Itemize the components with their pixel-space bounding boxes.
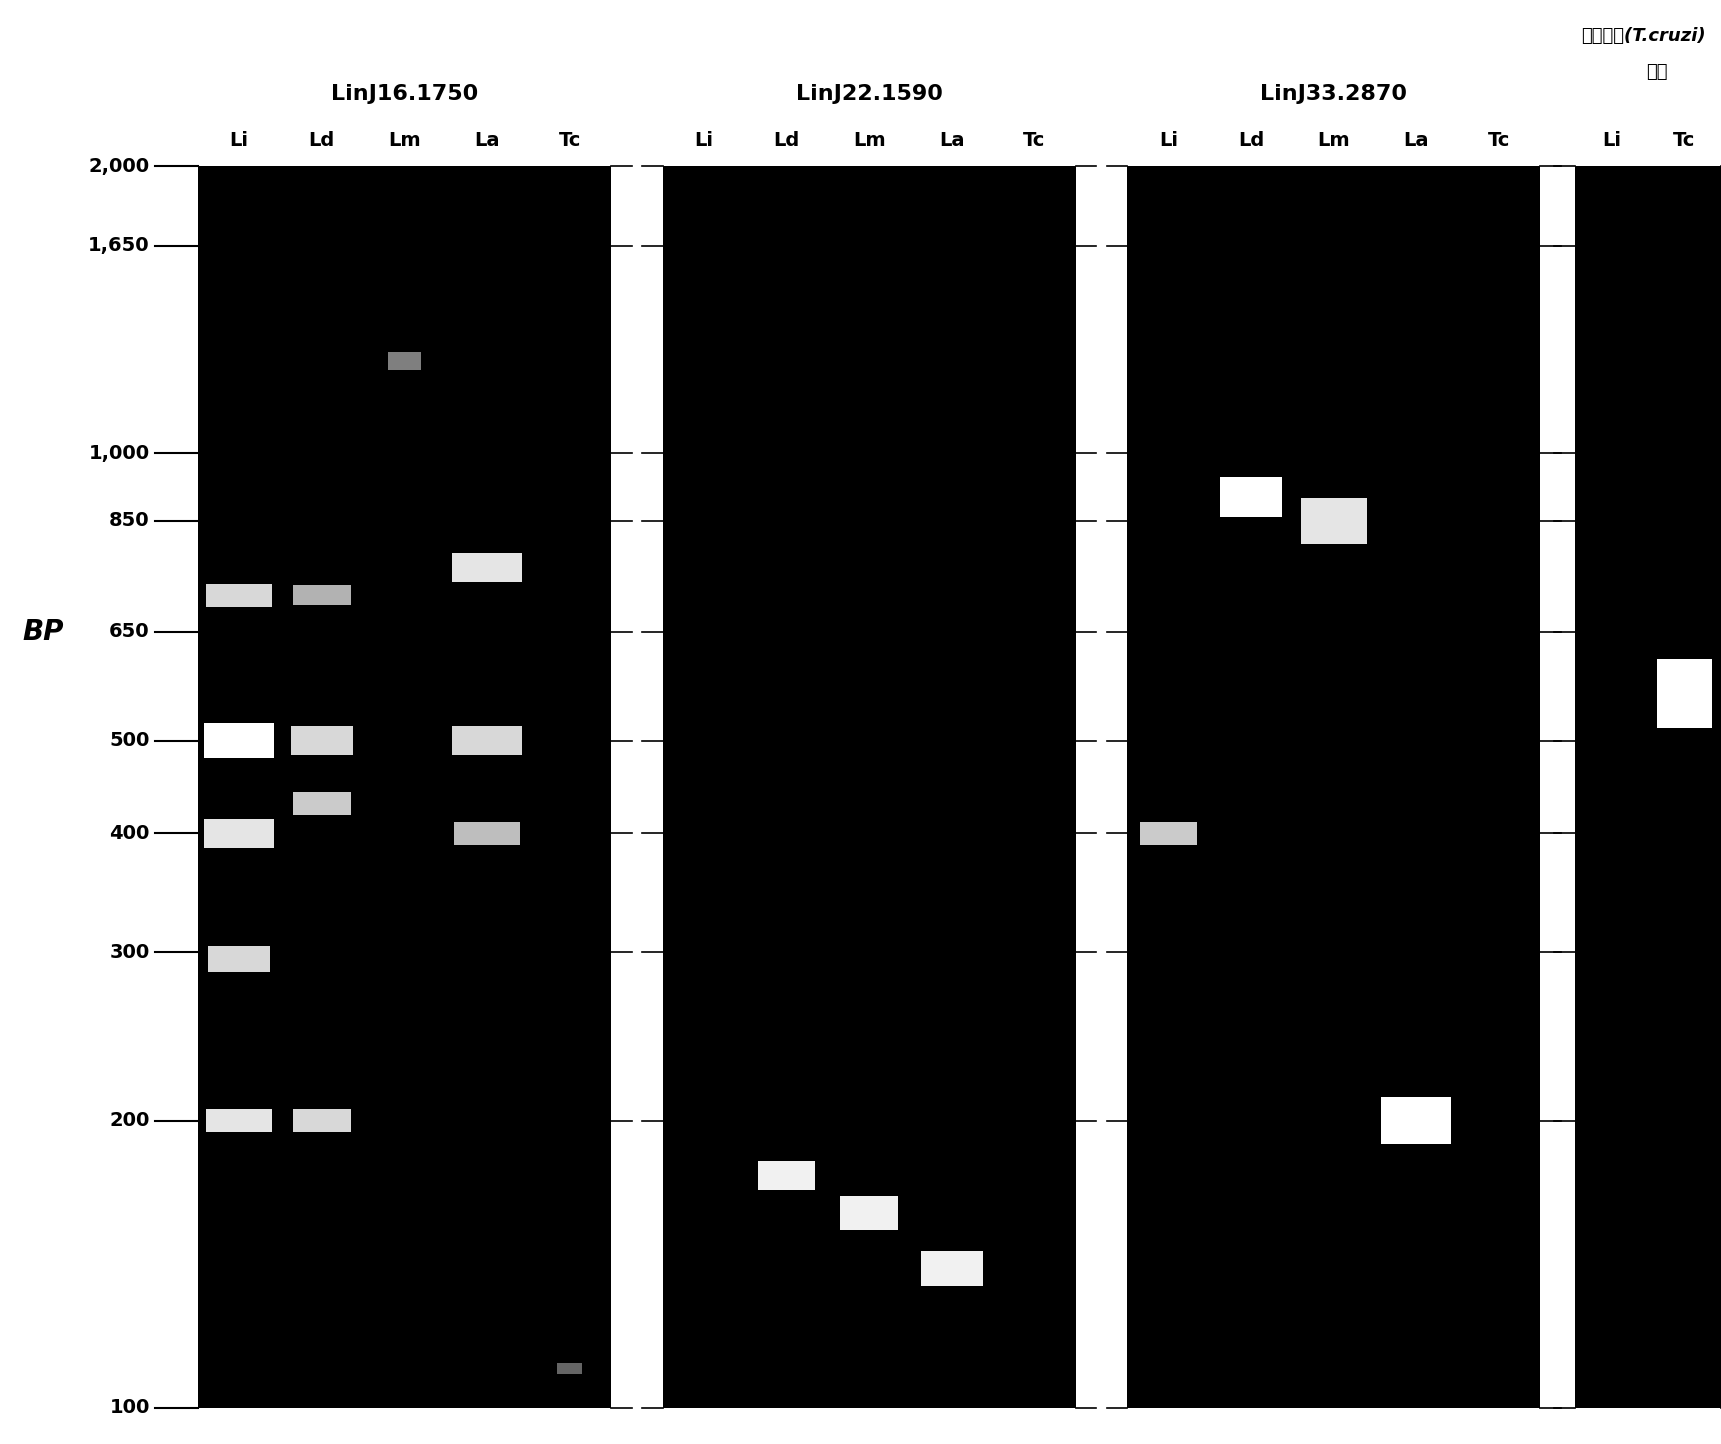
Text: Tc: Tc (1487, 130, 1511, 150)
Bar (293, 1109, 351, 1132)
Bar (1657, 658, 1712, 728)
Bar (1575, 166, 1721, 1408)
Bar (387, 352, 422, 370)
Text: LinJ16.1750: LinJ16.1750 (330, 84, 478, 104)
Bar (198, 166, 611, 1408)
Bar (1382, 1097, 1451, 1144)
Bar (207, 583, 272, 606)
Text: Ld: Ld (308, 130, 336, 150)
Bar (291, 726, 353, 755)
Text: 100: 100 (110, 1398, 150, 1418)
Bar (205, 723, 274, 758)
Text: 1,000: 1,000 (88, 443, 150, 464)
Bar (208, 946, 270, 972)
Bar (757, 1161, 816, 1190)
Bar (293, 585, 351, 605)
Text: 1,650: 1,650 (88, 237, 150, 256)
Text: Lm: Lm (1318, 130, 1349, 150)
Text: La: La (940, 130, 964, 150)
Bar (205, 819, 274, 848)
Bar (1139, 822, 1198, 845)
Text: Tc: Tc (1673, 130, 1695, 150)
Text: Li: Li (694, 130, 714, 150)
Text: Li: Li (1602, 130, 1621, 150)
Text: 500: 500 (110, 731, 150, 751)
Bar (207, 1109, 272, 1132)
Text: 2,000: 2,000 (88, 156, 150, 176)
Text: Li: Li (229, 130, 250, 150)
Text: 克氏锥虫(T.cruzi): 克氏锥虫(T.cruzi) (1582, 27, 1706, 45)
Text: Lm: Lm (854, 130, 885, 150)
Text: La: La (475, 130, 499, 150)
Text: Tc: Tc (1022, 130, 1046, 150)
Bar (453, 553, 521, 582)
Text: Lm: Lm (389, 130, 420, 150)
Text: LinJ33.2870: LinJ33.2870 (1260, 84, 1408, 104)
Text: 650: 650 (108, 622, 150, 641)
Text: La: La (1404, 130, 1428, 150)
Bar (1127, 166, 1540, 1408)
Bar (1301, 498, 1366, 544)
Bar (840, 1196, 898, 1230)
Text: 400: 400 (110, 823, 150, 843)
Text: 200: 200 (110, 1110, 150, 1131)
Text: LinJ22.1590: LinJ22.1590 (795, 84, 943, 104)
Text: BP: BP (22, 618, 64, 645)
Bar (1220, 477, 1282, 517)
Bar (558, 1363, 582, 1375)
Bar (663, 166, 1076, 1408)
Text: 300: 300 (110, 943, 150, 962)
Bar (454, 822, 520, 845)
Text: Li: Li (1158, 130, 1179, 150)
Text: Ld: Ld (773, 130, 800, 150)
Bar (921, 1251, 983, 1285)
Text: 基因: 基因 (1647, 64, 1668, 81)
Bar (293, 791, 351, 814)
Text: 850: 850 (108, 511, 150, 530)
Text: Tc: Tc (558, 130, 582, 150)
Bar (453, 726, 521, 755)
Text: Ld: Ld (1237, 130, 1265, 150)
